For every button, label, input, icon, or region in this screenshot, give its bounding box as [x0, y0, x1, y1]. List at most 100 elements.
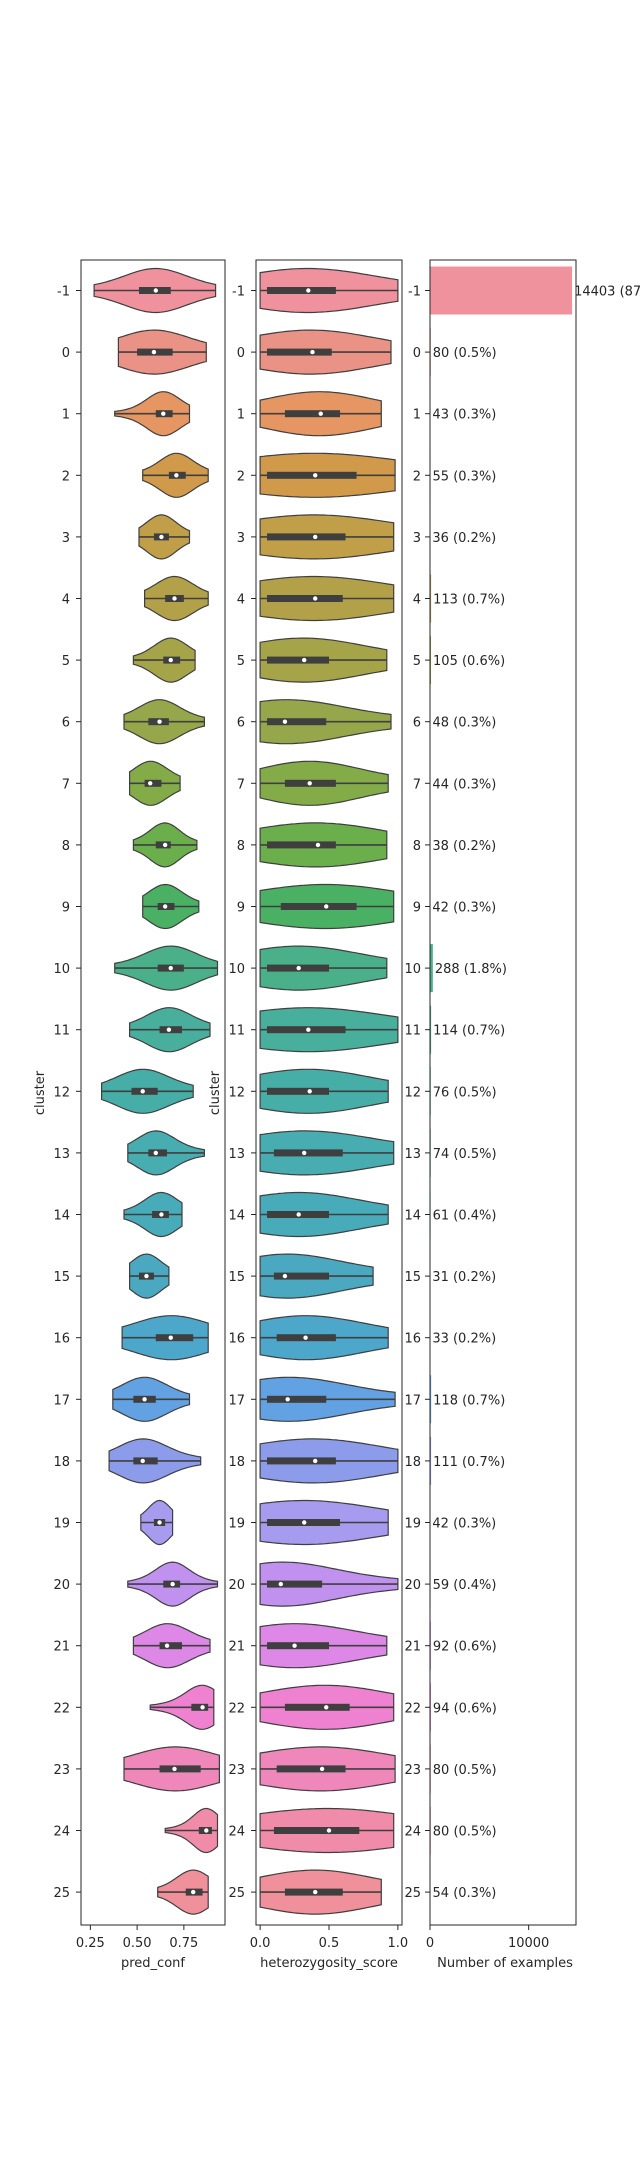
- bar-label-cluster-21: 92 (0.6%): [433, 1640, 497, 1655]
- median-dot-cluster-11: [306, 1027, 311, 1032]
- ytick-label-pred-16: 16: [53, 1332, 70, 1347]
- ytick-label-het--1: -1: [232, 285, 245, 300]
- ytick-label-pred-8: 8: [62, 839, 70, 854]
- median-dot-cluster-0: [310, 349, 315, 355]
- ytick-label-het-22: 22: [228, 1701, 245, 1716]
- ytick-label-count-11: 11: [404, 1024, 421, 1039]
- ytick-label-pred-7: 7: [62, 777, 70, 792]
- median-dot-cluster-5: [168, 657, 173, 663]
- ytick-label-count-25: 25: [404, 1886, 421, 1901]
- median-dot-cluster-5: [302, 657, 307, 663]
- iqr-box-cluster-18: [267, 1457, 336, 1465]
- median-dot-cluster-11: [166, 1027, 172, 1032]
- ytick-label-count-12: 12: [404, 1085, 421, 1100]
- iqr-box-cluster-23: [159, 1765, 201, 1773]
- ytick-label-count-24: 24: [404, 1825, 421, 1840]
- iqr-box-cluster-16: [155, 1334, 194, 1342]
- iqr-box-cluster-5: [267, 656, 329, 664]
- bar-cluster-18: [430, 1436, 432, 1485]
- median-dot-cluster-16: [303, 1335, 308, 1340]
- ytick-label-pred-6: 6: [62, 716, 70, 731]
- ytick-label-het-14: 14: [228, 1209, 245, 1224]
- iqr-box-cluster-7: [144, 779, 162, 787]
- bar-label-cluster-18: 111 (0.7%): [433, 1455, 505, 1470]
- xtick-label-het-0: 0.0: [250, 1936, 271, 1951]
- ytick-label-count-14: 14: [404, 1209, 421, 1224]
- ytick-label-count-13: 13: [404, 1147, 421, 1162]
- bar-label-cluster-9: 42 (0.3%): [432, 901, 496, 916]
- ylabel-heterozygosity: cluster: [208, 1070, 223, 1115]
- ytick-label-count-18: 18: [404, 1455, 421, 1470]
- ytick-label-count-8: 8: [413, 839, 421, 854]
- iqr-box-cluster-20: [267, 1580, 323, 1588]
- bar-label-cluster-22: 94 (0.6%): [433, 1701, 497, 1716]
- ytick-label-count-7: 7: [413, 777, 421, 792]
- xtick-label-het-1: 0.5: [319, 1936, 340, 1951]
- ytick-label-count-0: 0: [413, 346, 421, 361]
- bar-cluster-5: [430, 636, 432, 685]
- iqr-box-cluster-21: [159, 1642, 182, 1650]
- median-dot-cluster-1: [161, 411, 166, 416]
- bar-label-cluster-10: 288 (1.8%): [435, 962, 507, 977]
- ytick-label-pred-21: 21: [53, 1640, 70, 1655]
- ytick-label-het-0: 0: [237, 346, 245, 361]
- median-dot-cluster-3: [313, 534, 318, 540]
- bar-label-cluster-1: 43 (0.3%): [432, 408, 496, 423]
- iqr-box-cluster-22: [284, 1703, 350, 1711]
- iqr-box-cluster-8: [267, 841, 336, 849]
- median-dot-cluster-20: [278, 1581, 283, 1587]
- median-dot-cluster-6: [282, 719, 288, 724]
- ytick-label-pred-22: 22: [53, 1701, 70, 1716]
- ytick-label-count-1: 1: [413, 408, 421, 423]
- ytick-label-het-20: 20: [228, 1578, 245, 1593]
- median-dot-cluster-20: [170, 1581, 175, 1587]
- ytick-label-pred-9: 9: [62, 901, 70, 916]
- median-dot-cluster-22: [324, 1705, 329, 1710]
- iqr-box-cluster-22: [191, 1703, 209, 1711]
- bar-label-cluster-20: 59 (0.4%): [433, 1578, 497, 1593]
- bar-label-cluster-14: 61 (0.4%): [433, 1209, 497, 1224]
- bar-label-cluster-12: 76 (0.5%): [433, 1085, 497, 1100]
- ytick-label-het-25: 25: [228, 1886, 245, 1901]
- ytick-label-het-21: 21: [228, 1640, 245, 1655]
- ytick-label-het-17: 17: [228, 1393, 245, 1408]
- median-dot-cluster--1: [306, 288, 311, 293]
- ytick-label-count-9: 9: [413, 901, 421, 916]
- ytick-label-pred-11: 11: [53, 1024, 70, 1039]
- iqr-box-cluster-23: [276, 1765, 346, 1773]
- ytick-label-het-6: 6: [237, 716, 245, 731]
- iqr-box-cluster-0: [267, 348, 332, 356]
- pred-conf-panel: -101234567891011121314151617181920212223…: [53, 259, 226, 1951]
- median-dot-cluster-16: [168, 1335, 173, 1340]
- xtick-label-het-2: 1.0: [388, 1936, 409, 1951]
- median-dot-cluster-1: [318, 411, 323, 416]
- ytick-label-het-3: 3: [237, 531, 245, 546]
- xtick-label-count-1: 10000: [508, 1936, 549, 1951]
- plot-frame-het: [255, 259, 403, 1926]
- iqr-box-cluster-2: [267, 471, 357, 479]
- xlabel-count: Number of examples: [437, 1956, 573, 1971]
- iqr-box-cluster-24: [273, 1827, 360, 1834]
- ytick-label-pred-0: 0: [62, 346, 70, 361]
- median-dot-cluster-24: [326, 1828, 332, 1833]
- heterozygosity-panel: -101234567891011121314151617181920212223…: [228, 259, 409, 1951]
- ytick-label-het-7: 7: [237, 777, 245, 792]
- xlabel-pred-conf: pred_conf: [121, 1956, 185, 1971]
- median-dot-cluster-8: [315, 842, 321, 848]
- iqr-box-cluster-4: [267, 595, 343, 602]
- median-dot-cluster-2: [313, 473, 318, 478]
- bar-label-cluster-13: 74 (0.5%): [433, 1147, 497, 1162]
- ytick-label-count-16: 16: [404, 1332, 421, 1347]
- median-dot-cluster-13: [302, 1150, 307, 1156]
- median-dot-cluster-18: [140, 1458, 145, 1464]
- median-dot-cluster-0: [151, 349, 157, 355]
- bar-cluster--1: [430, 266, 573, 315]
- ytick-label-pred-19: 19: [53, 1517, 70, 1532]
- median-dot-cluster-12: [140, 1089, 145, 1094]
- bar-label-cluster-17: 118 (0.7%): [433, 1393, 505, 1408]
- median-dot-cluster-14: [296, 1212, 301, 1217]
- plot-frame-count: [429, 259, 577, 1926]
- bar-label-cluster-24: 80 (0.5%): [433, 1825, 497, 1840]
- iqr-box-cluster-18: [133, 1457, 158, 1465]
